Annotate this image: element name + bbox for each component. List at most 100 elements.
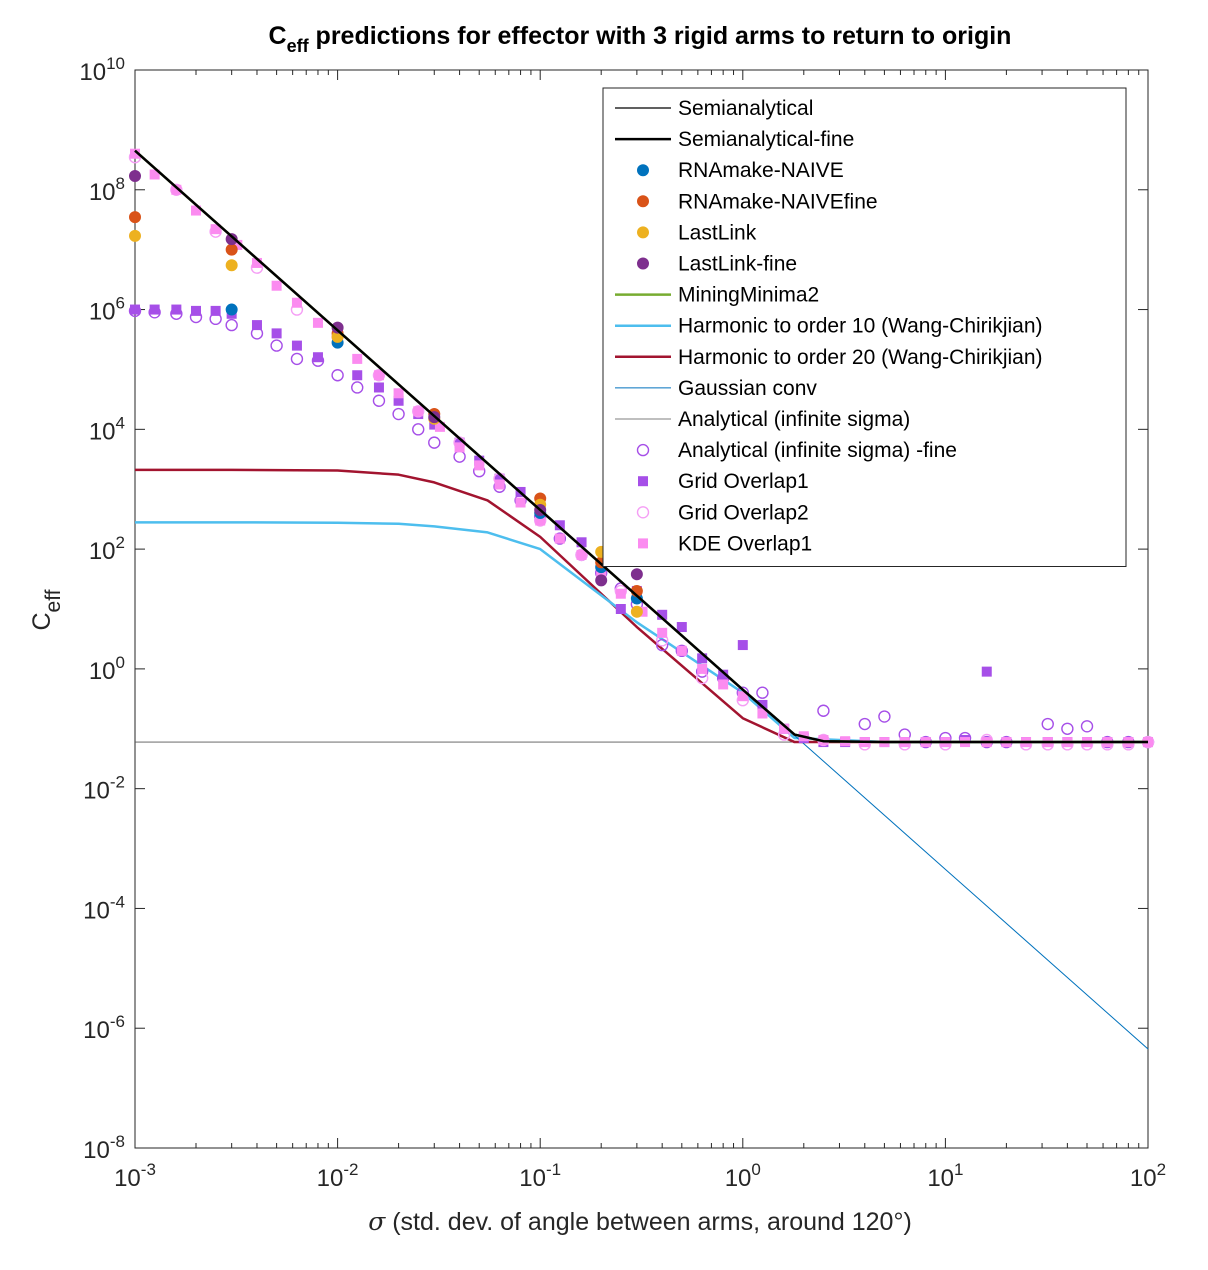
series-grid-overlap2-point (575, 548, 588, 562)
series-analytical-infinite-sigma-fine-point (392, 407, 405, 421)
x-tick-label: 10-2 (317, 1160, 359, 1192)
series-analytical-infinite-sigma-fine-point (428, 436, 441, 449)
series-harmonic-to-order-20-wang-chirikjian-line (135, 468, 1148, 744)
series-lastlink-fine-point (630, 568, 643, 581)
series-kde-overlap1-point (373, 370, 384, 381)
legend-label: Semianalytical (678, 97, 813, 120)
legend-label: Semianalytical-fine (678, 128, 854, 151)
series-kde-overlap1-point (232, 239, 243, 250)
y-tick-label: 100 (89, 653, 125, 685)
y-tick-label: 102 (89, 533, 125, 565)
series-kde-overlap1-point (535, 515, 546, 526)
series-kde-overlap1-point (494, 479, 505, 490)
series-grid-overlap1-point (393, 395, 404, 406)
series-kde-overlap1-point (352, 353, 363, 364)
x-tick-label: 102 (1130, 1160, 1166, 1192)
series-grid-overlap1-point (149, 304, 160, 315)
series-analytical-infinite-sigma-fine-point (1041, 717, 1054, 731)
legend-item: RNAmake-NAIVEfine (637, 190, 878, 213)
series-analytical-infinite-sigma-fine-point (675, 644, 689, 658)
series-grid-overlap1-point (737, 640, 748, 651)
legend-item: LastLink (637, 221, 757, 244)
x-tick-label: 100 (725, 1160, 761, 1192)
series-kde-overlap1-point (149, 169, 160, 180)
legend-label: LastLink-fine (678, 253, 797, 276)
series-analytical-infinite-sigma-fine-point (817, 704, 830, 717)
series-grid-overlap1-point (615, 604, 626, 614)
series-grid-overlap1-point (130, 304, 140, 315)
series-kde-overlap1-point (515, 497, 526, 508)
series-layer (128, 148, 1155, 1050)
series-rnamake-naivefine-point (225, 243, 238, 256)
legend-item: MiningMinima2 (615, 284, 819, 307)
legend-label: RNAmake-NAIVEfine (678, 190, 878, 213)
series-kde-overlap1-point (615, 588, 626, 599)
legend-item: LastLink-fine (637, 253, 797, 276)
legend-label: KDE Overlap1 (678, 532, 812, 555)
series-kde-overlap1-point (697, 663, 708, 674)
series-grid-overlap1-point (981, 666, 992, 677)
series-analytical-infinite-sigma-fine-point (372, 394, 386, 407)
legend-item: RNAmake-NAIVE (637, 159, 844, 182)
legend-swatch-marker (637, 195, 649, 208)
chart-title: Ceff predictions for effector with 3 rig… (269, 22, 1012, 56)
x-axis-label: σ (std. dev. of angle between arms, arou… (368, 1207, 912, 1236)
series-kde-overlap1-point (171, 184, 182, 195)
legend-label: Harmonic to order 10 (Wang-Chirikjian) (678, 315, 1043, 338)
series-grid-overlap1-point (757, 699, 768, 710)
series-kde-overlap1-point (393, 388, 404, 399)
series-semianalytical-fine (134, 149, 1148, 744)
series-grid-overlap1-point (494, 473, 505, 484)
series-analytical-infinite-sigma-fine-point (1080, 720, 1094, 733)
legend-label: Gaussian conv (678, 377, 817, 400)
series-lastlink-fine-point (595, 574, 608, 587)
legend-swatch-marker (636, 506, 650, 519)
series-lastlink-fine-point (225, 233, 238, 246)
legend-item: Gaussian conv (615, 377, 817, 400)
x-tick-label: 10-3 (114, 1160, 156, 1192)
series-grid-overlap2-point (412, 405, 425, 418)
series-grid-overlap1-point (171, 304, 182, 315)
legend-label: Harmonic to order 20 (Wang-Chirikjian) (678, 346, 1043, 369)
series-kde-overlap1-point (757, 708, 768, 719)
series-analytical-infinite-sigma-fine-point (412, 423, 425, 436)
series-kde-overlap1-point (251, 257, 262, 268)
series-grid-overlap1-point (657, 609, 668, 620)
series-grid-overlap1-point (554, 520, 565, 531)
series-grid-overlap1-point (718, 669, 729, 680)
tick-layer: 10-3 10-2 10-1 100 101 102 10-8 10-6 10-4 10-2 100… (79, 54, 1166, 1192)
series-kde-overlap1-point (554, 533, 565, 544)
series-kde-overlap1-point (271, 280, 282, 291)
series-grid-overlap1-point (271, 328, 282, 339)
legend-box (602, 87, 1127, 567)
y-tick-label: 104 (89, 413, 125, 445)
series-grid-overlap1-point (251, 320, 262, 331)
legend-label: MiningMinima2 (678, 284, 819, 307)
series-kde-overlap1-point (576, 549, 587, 560)
series-semianalytical-fine-line (134, 149, 1148, 744)
series-kde-overlap1-point (210, 224, 221, 235)
series-harmonic-to-order-20-wang-chirikjian (135, 468, 1148, 744)
series-kde-overlap1-point (474, 460, 485, 471)
series-grid-overlap1-point (210, 305, 221, 316)
legend-label: RNAmake-NAIVE (678, 159, 844, 182)
series-grid-overlap1-point (676, 622, 687, 633)
legend-item: Semianalytical-fine (615, 128, 854, 151)
series-grid-overlap1-point (576, 537, 587, 548)
x-tick-label: 101 (927, 1160, 963, 1192)
series-analytical-infinite-sigma-fine-point (270, 339, 283, 352)
y-tick-label: 10-6 (83, 1012, 125, 1044)
series-kde-overlap1-point (434, 421, 445, 432)
legend-label: Grid Overlap2 (678, 501, 809, 524)
series-kde-overlap1-point (718, 679, 729, 690)
series-lastlink-fine-point (331, 321, 344, 334)
series-analytical-infinite-sigma-fine-point (756, 686, 769, 699)
series-analytical-infinite-sigma-fine-point (290, 352, 304, 366)
series-lastlink-point (129, 229, 141, 242)
legend-swatch-marker (637, 257, 649, 270)
y-tick-label: 10-4 (83, 892, 125, 924)
legend-item: Analytical (infinite sigma) (615, 408, 910, 431)
series-rnamake-naivefine-point (129, 211, 141, 224)
legend-swatch-marker (638, 538, 648, 549)
